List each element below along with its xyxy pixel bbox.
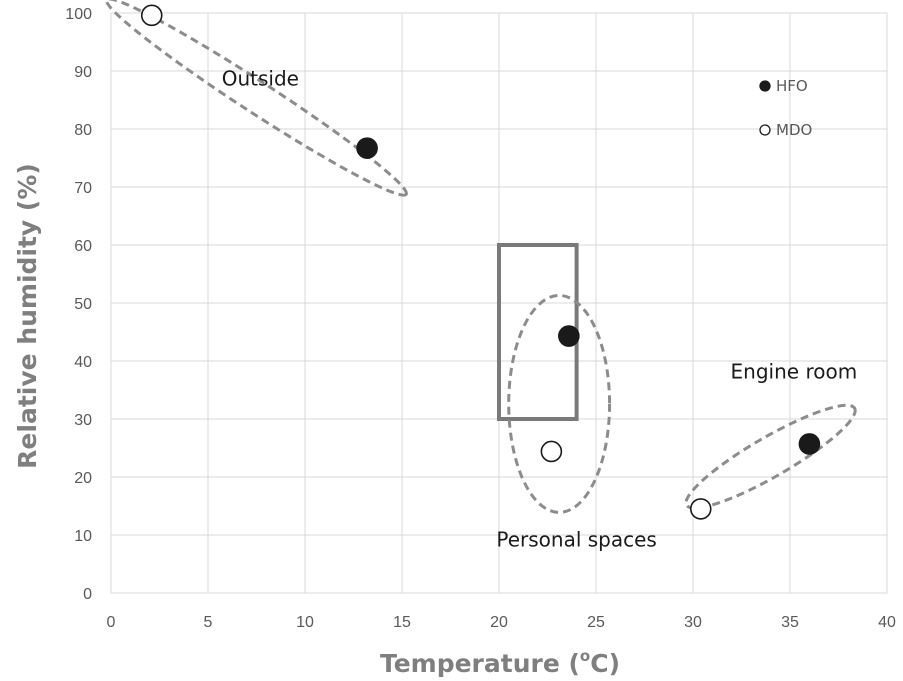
point-mdo: [689, 498, 712, 520]
data-points: [140, 4, 821, 520]
x-tick-label: 40: [878, 614, 896, 631]
point-mdo: [140, 4, 163, 27]
legend: HFO MDO: [759, 77, 812, 139]
y-tick-label: 0: [83, 586, 92, 603]
x-tick-label: 5: [204, 614, 213, 631]
legend-label: MDO: [776, 121, 812, 139]
y-axis-title: Relative humidity (%): [13, 163, 42, 469]
x-tick-label: 10: [296, 614, 314, 631]
y-tick-label: 40: [74, 354, 92, 371]
point-hfo: [798, 433, 821, 455]
y-tick-label: 70: [74, 180, 92, 197]
x-tick-label: 0: [107, 614, 116, 631]
y-tick-label: 20: [74, 470, 92, 487]
y-tick-label: 30: [74, 412, 92, 429]
group-ellipse: [105, 0, 408, 197]
y-tick-label: 50: [74, 296, 92, 313]
annotations: Outside Personal spaces Engine room: [222, 67, 857, 552]
point-hfo: [558, 325, 580, 347]
legend-marker: [759, 80, 771, 92]
point-mdo: [540, 440, 563, 463]
x-tick-label: 15: [393, 614, 411, 631]
tick-labels: 0 5 10 15 20 25 30 35 40 0 10 20 30 40 50 60 70 80 90 100: [65, 6, 896, 631]
group-ellipse: [684, 403, 857, 510]
y-tick-label: 60: [74, 238, 92, 255]
y-tick-label: 90: [74, 64, 92, 81]
annotation-label: Engine room: [731, 359, 858, 383]
y-tick-label: 80: [74, 122, 92, 139]
y-tick-label: 10: [74, 528, 92, 545]
group-ellipse: [507, 293, 612, 514]
y-tick-label: 100: [65, 6, 92, 23]
legend-marker: [759, 124, 771, 136]
x-tick-label: 25: [587, 614, 605, 631]
x-axis-title: Temperature (oC): [380, 647, 620, 678]
x-tick-label: 30: [684, 614, 702, 631]
x-tick-label: 20: [490, 614, 508, 631]
x-tick-label: 35: [781, 614, 799, 631]
annotation-label: Outside: [222, 67, 299, 91]
legend-label: HFO: [776, 77, 808, 95]
annotation-label: Personal spaces: [496, 528, 656, 552]
group-ellipses: [105, 0, 857, 514]
point-hfo: [356, 137, 378, 159]
